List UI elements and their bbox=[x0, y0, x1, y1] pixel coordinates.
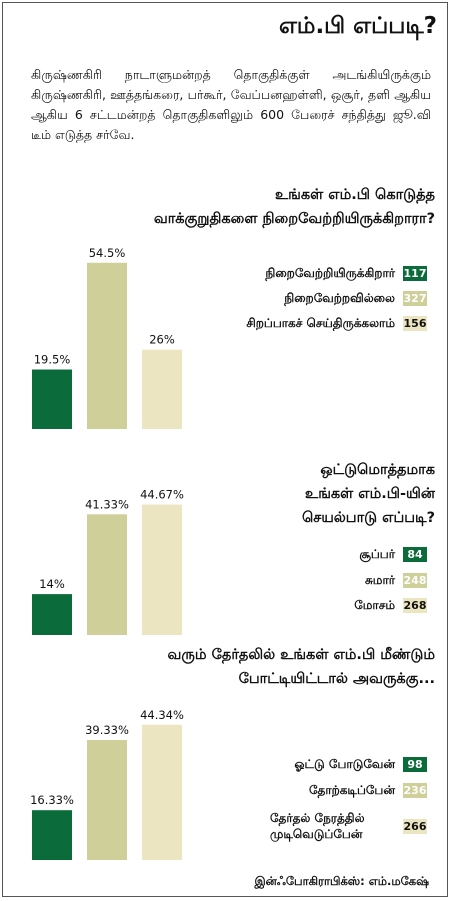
question-1-line: உங்கள் எம்.பி கொடுத்த bbox=[275, 187, 435, 203]
credit-text: இன்ஃபோகிராபிக்ஸ்: எம்.மகேஷ் bbox=[254, 874, 430, 888]
bar bbox=[142, 504, 182, 635]
legend-label: நிறைவேற்றியிருக்கிறார் bbox=[265, 266, 395, 280]
question-2-line: உங்கள் எம்.பி-யின் bbox=[305, 486, 435, 502]
bar bbox=[32, 369, 72, 429]
bar-value-label: 14% bbox=[39, 577, 65, 591]
bar-value-label: 16.33% bbox=[30, 793, 74, 807]
bar bbox=[142, 349, 182, 429]
question-1-line: வாக்குறுதிகளை நிறைவேற்றியிருக்கிறாரா? bbox=[153, 211, 435, 227]
bar-charts: 19.5% 54.5% 26% 14% 41.33% 44.67% 16.33% 39.33%… bbox=[30, 246, 184, 860]
question-3-line: போட்டியிட்டால் அவருக்கு... bbox=[238, 671, 435, 687]
legend-2: சூப்பர் 84 சுமார் 248 மோசம் 268 bbox=[167, 542, 427, 622]
bar bbox=[32, 810, 72, 860]
legend-item: சிறப்பாகச் செய்திருக்கலாம் 156 bbox=[246, 315, 427, 331]
legend-count: 156 bbox=[403, 315, 427, 331]
question-3: வரும் தேர்தலில் உங்கள் எம்.பி மீண்டும் ப… bbox=[168, 643, 435, 691]
legend-label: மோசம் bbox=[354, 598, 395, 612]
legend-item: சூப்பர் 84 bbox=[359, 546, 427, 562]
legend-count: 117 bbox=[403, 265, 427, 281]
question-1: உங்கள் எம்.பி கொடுத்த வாக்குறுதிகளை நிறை… bbox=[154, 183, 435, 231]
bar bbox=[87, 262, 127, 429]
legend-3: ஓட்டு போடுவேன் 98 தோற்கடிப்பேன் 236 தேர்தல் … bbox=[167, 752, 427, 852]
legend-count: 268 bbox=[403, 597, 427, 613]
legend-label: சிறப்பாகச் செய்திருக்கலாம் bbox=[246, 316, 395, 330]
legend-label: தேர்தல் நேரத்தில் முடிவெடுப்பேன் bbox=[270, 811, 365, 841]
bar-value-label: 26% bbox=[149, 333, 175, 347]
legend-count: 327 bbox=[403, 290, 427, 306]
legend-1: நிறைவேற்றியிருக்கிறார் 117 நிறைவேற்றவில்லை… bbox=[167, 261, 427, 341]
legend-item: நிறைவேற்றவில்லை 327 bbox=[284, 290, 427, 306]
page-title: எம்.பி எப்படி? bbox=[278, 13, 437, 39]
legend-label: நிறைவேற்றவில்லை bbox=[284, 291, 395, 305]
bar bbox=[32, 594, 72, 635]
bar-value-label: 19.5% bbox=[34, 353, 71, 367]
bar bbox=[87, 740, 127, 860]
legend-label: ஓட்டு போடுவேன் bbox=[294, 757, 395, 771]
legend-count: 84 bbox=[403, 546, 427, 562]
legend-item: ஓட்டு போடுவேன் 98 bbox=[294, 756, 427, 772]
bar-value-label: 44.34% bbox=[140, 708, 184, 722]
question-3-line: வரும் தேர்தலில் உங்கள் எம்.பி மீண்டும் bbox=[167, 647, 435, 663]
legend-count: 266 bbox=[403, 818, 427, 834]
legend-label: தோற்கடிப்பேன் bbox=[308, 783, 395, 797]
legend-item: தேர்தல் நேரத்தில் முடிவெடுப்பேன் 266 bbox=[270, 810, 427, 842]
question-2-line: ஒட்டுமொத்தமாக bbox=[320, 462, 435, 478]
bar-value-label: 54.5% bbox=[89, 246, 126, 260]
legend-count: 98 bbox=[403, 756, 427, 772]
bar-value-label: 41.33% bbox=[85, 497, 129, 511]
intro-text: கிருஷ்ணகிரி நாடாளுமன்றத் தொகுதிக்குள் அட… bbox=[31, 67, 431, 142]
bar-value-label: 39.33% bbox=[85, 723, 129, 737]
bar bbox=[142, 724, 182, 860]
question-2-line: செயல்பாடு எப்படி? bbox=[302, 510, 435, 526]
legend-item: தோற்கடிப்பேன் 236 bbox=[309, 782, 427, 798]
legend-count: 248 bbox=[403, 572, 427, 588]
question-2: ஒட்டுமொத்தமாக உங்கள் எம்.பி-யின் செயல்பா… bbox=[302, 458, 435, 530]
legend-label: சுமார் bbox=[364, 573, 395, 587]
legend-item: சுமார் 248 bbox=[365, 572, 427, 588]
bar-value-label: 44.67% bbox=[140, 488, 184, 502]
legend-count: 236 bbox=[403, 782, 427, 798]
legend-label: சூப்பர் bbox=[359, 547, 395, 561]
legend-item: நிறைவேற்றியிருக்கிறார் 117 bbox=[265, 265, 427, 281]
legend-item: மோசம் 268 bbox=[354, 597, 427, 613]
bar bbox=[87, 514, 127, 635]
